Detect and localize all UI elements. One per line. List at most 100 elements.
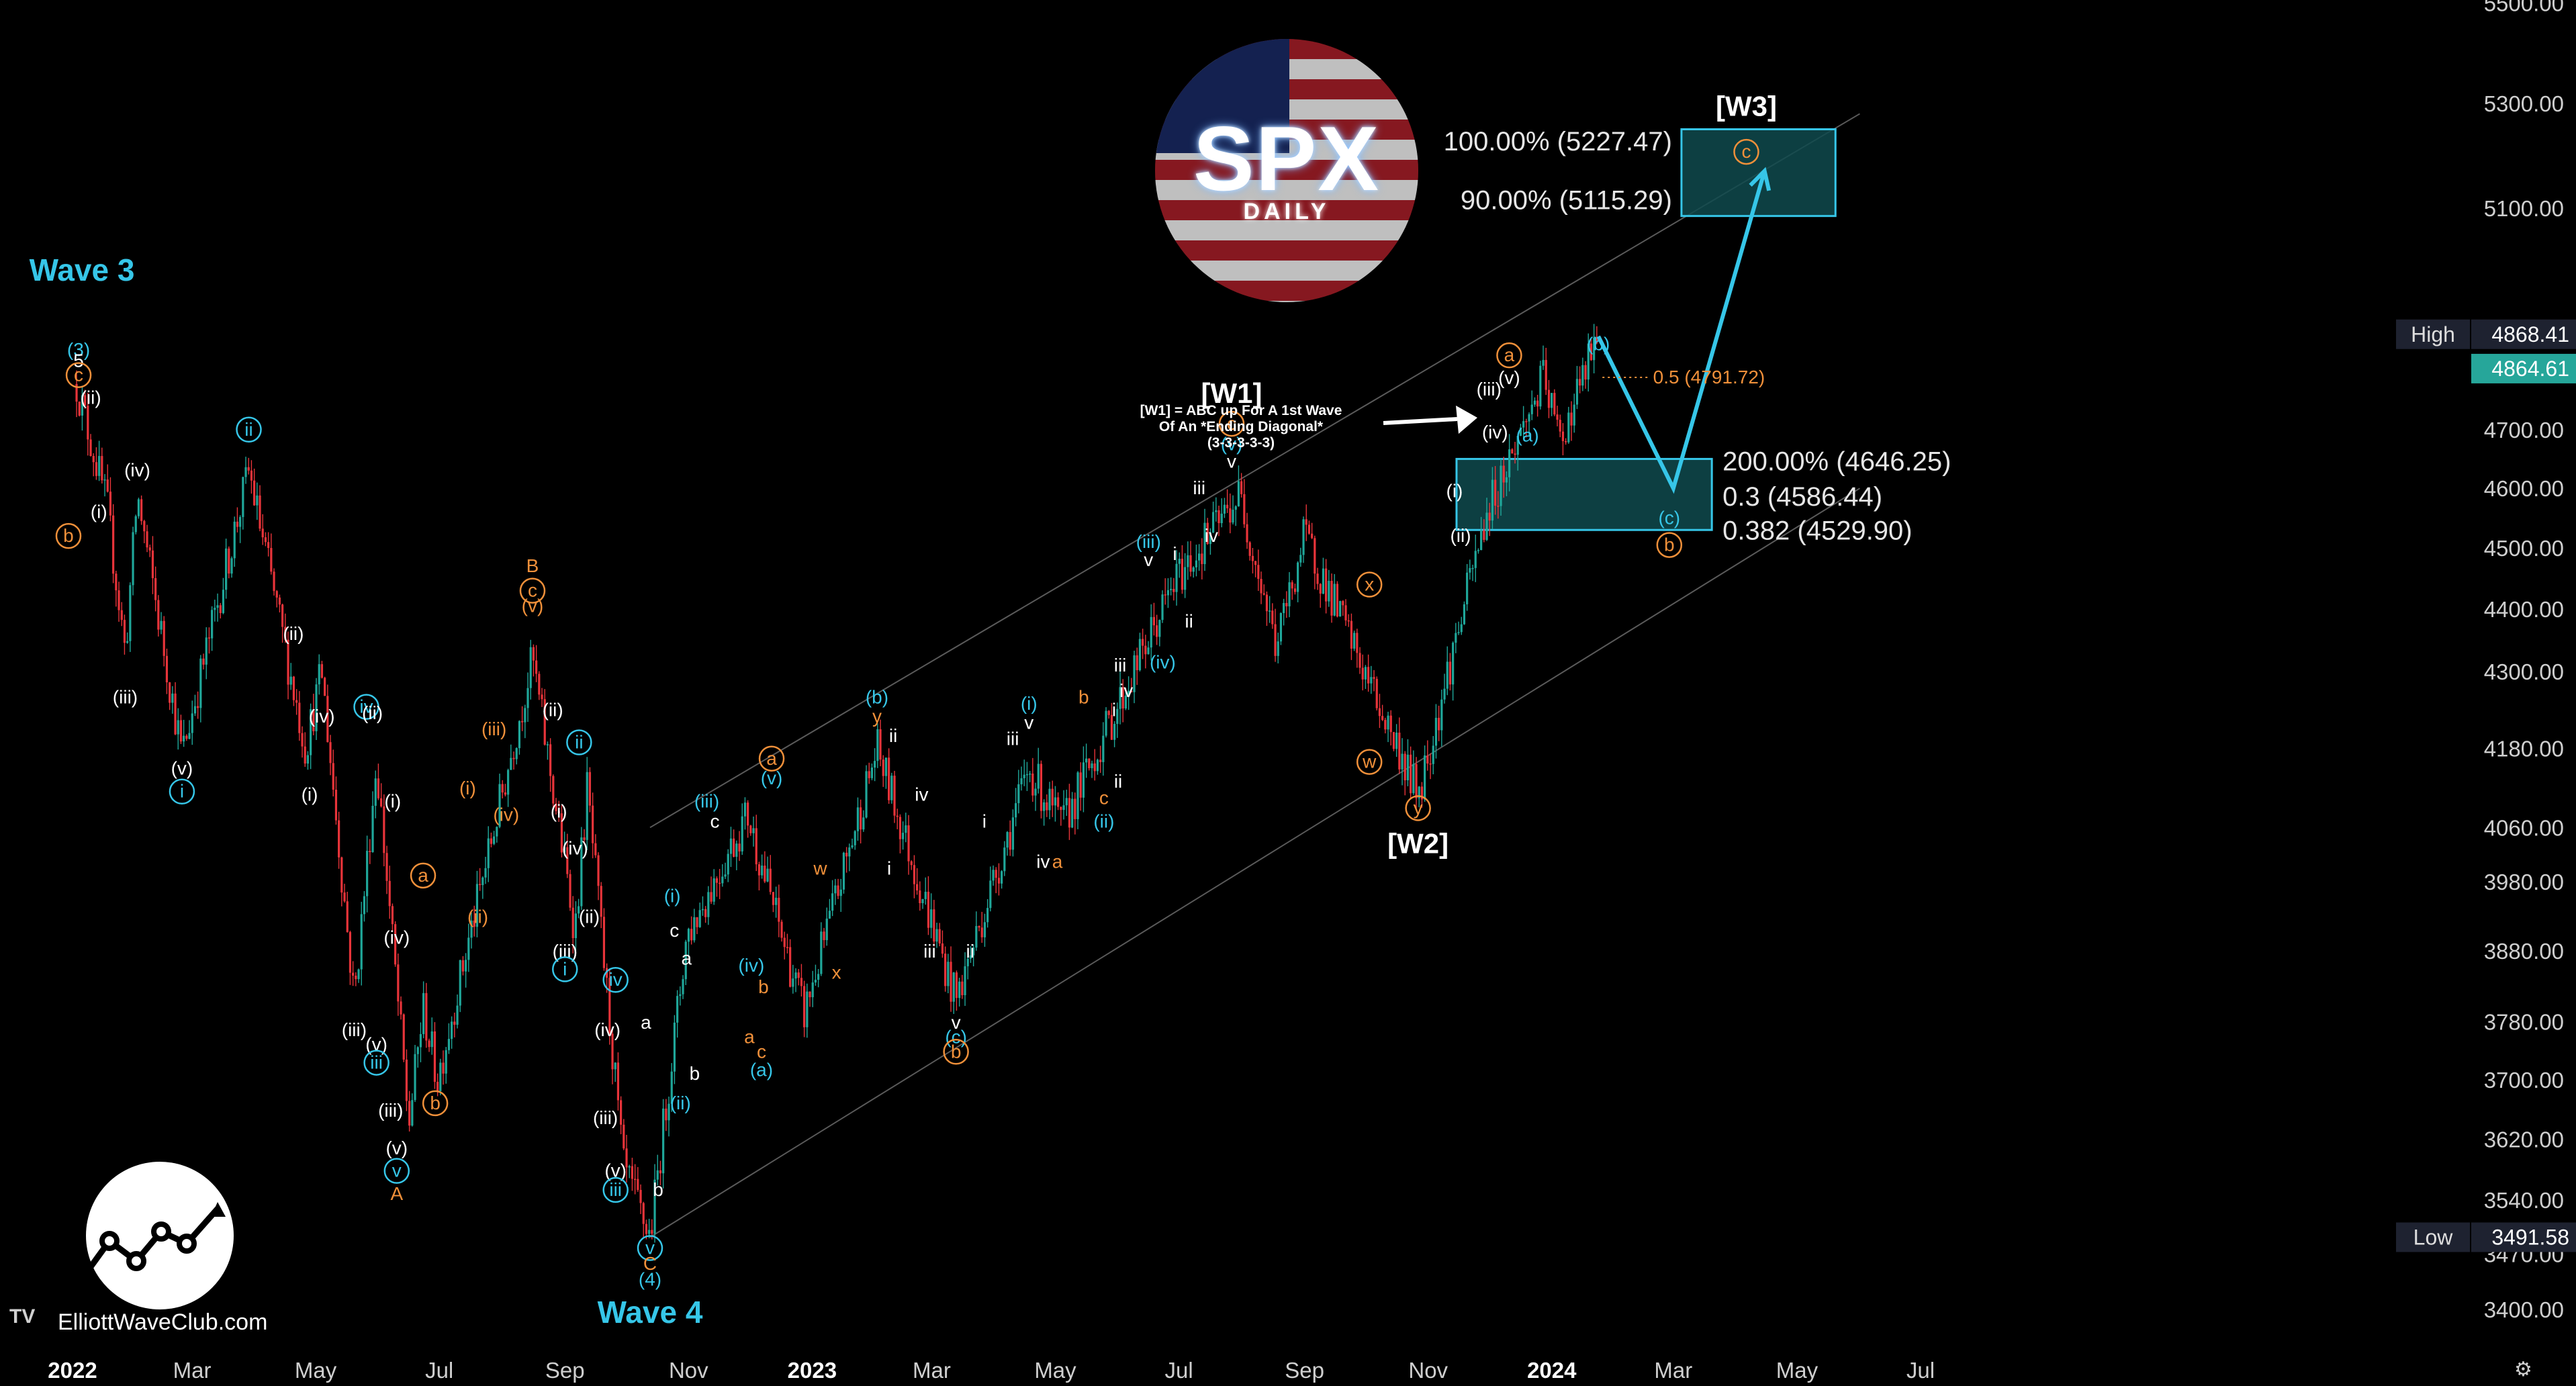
candle (1455, 622, 1457, 653)
candle (907, 815, 910, 875)
candle (1254, 561, 1257, 578)
candle-body (1130, 690, 1133, 692)
candle (563, 831, 566, 856)
candle (1596, 326, 1598, 344)
candle (87, 392, 89, 456)
candle (778, 884, 780, 937)
candle-body (631, 1166, 634, 1179)
candle (583, 829, 586, 845)
candle (310, 703, 312, 770)
candle (419, 1022, 422, 1062)
candle-body (1142, 639, 1144, 646)
candle-body (814, 980, 817, 983)
wave-label: (iii) (342, 1019, 367, 1040)
candle-body (1187, 555, 1189, 567)
wave-label-text: (iii) (113, 686, 138, 707)
candle-body (1015, 803, 1017, 818)
wave-label-text: c (757, 1041, 766, 1062)
wave-label: (i) (551, 800, 567, 821)
candle (535, 645, 538, 682)
candle (1330, 573, 1333, 623)
candle (1099, 745, 1102, 773)
candle-body (1505, 477, 1508, 483)
wave-label: (3) (67, 339, 90, 360)
candle (160, 612, 163, 635)
wave-label: (ii) (670, 1093, 691, 1113)
candle-body (668, 1103, 670, 1121)
candle-body (1234, 506, 1237, 510)
candle-body (639, 1190, 642, 1203)
candle (899, 814, 902, 853)
wave-label: b (943, 1039, 969, 1065)
candle (1370, 665, 1373, 694)
candle-body (1516, 436, 1519, 455)
candle-body (1446, 661, 1448, 689)
candle-body (1395, 733, 1398, 749)
channel-line (649, 488, 1860, 1238)
wave-label-text: c (74, 365, 83, 385)
candle (242, 476, 244, 530)
candle-body (295, 700, 298, 703)
wave-label: (c) (1658, 507, 1680, 528)
candle-body (1198, 553, 1201, 561)
candle (698, 903, 701, 928)
candle (507, 768, 510, 807)
candle (989, 866, 992, 912)
candle (803, 980, 806, 1037)
candle-body (620, 1100, 623, 1125)
candle-body (1556, 414, 1559, 420)
candle (78, 401, 81, 417)
candle-body (1293, 588, 1297, 592)
candle-body (772, 892, 775, 905)
candle-body (106, 479, 109, 492)
candle-body (408, 1101, 411, 1126)
candle (574, 901, 578, 954)
candle-body (366, 851, 369, 896)
candle-body (1156, 625, 1158, 637)
candle (98, 441, 101, 481)
candle (1156, 614, 1158, 645)
wave-label-circle (410, 862, 436, 889)
candle (933, 900, 935, 947)
candle (1102, 722, 1105, 776)
candle-body (1212, 512, 1215, 533)
candle-body (614, 1062, 616, 1070)
wave-label: iii (1114, 655, 1127, 676)
candle (1448, 653, 1452, 691)
candle-body (112, 515, 115, 574)
wave-label-text: (iv) (383, 927, 410, 948)
candle-body (541, 694, 543, 700)
candle-body (684, 941, 687, 980)
price-tag: High 4868.41 (2396, 319, 2576, 349)
candle (400, 996, 402, 1020)
candle (185, 734, 188, 741)
candle (1136, 647, 1138, 685)
candle (628, 1164, 631, 1179)
candle (408, 1091, 411, 1132)
candle (1093, 749, 1096, 781)
candle (921, 898, 924, 909)
candle-body (304, 746, 306, 764)
candle (416, 1046, 419, 1068)
candle (820, 922, 823, 976)
wave-label-text: (i) (551, 800, 567, 821)
candle-body (1511, 449, 1514, 454)
gear-icon[interactable]: ⚙ (2514, 1358, 2532, 1381)
candle-body (278, 597, 281, 605)
candle (1015, 788, 1017, 827)
candle (1519, 424, 1522, 436)
candle-body (715, 878, 719, 883)
wave-label-text: iii (1114, 655, 1127, 676)
w1-note-line: (3-3-3-3-3) (1207, 435, 1275, 451)
candle (385, 845, 388, 894)
candle (665, 1099, 668, 1131)
candle (639, 1184, 642, 1214)
candle (961, 974, 964, 999)
wave-label-text: (a) (750, 1059, 773, 1080)
candle (696, 917, 698, 935)
candle-body (360, 914, 363, 970)
candle-body (529, 647, 532, 688)
candle-body (1065, 798, 1068, 806)
wave-label: i (887, 858, 891, 879)
